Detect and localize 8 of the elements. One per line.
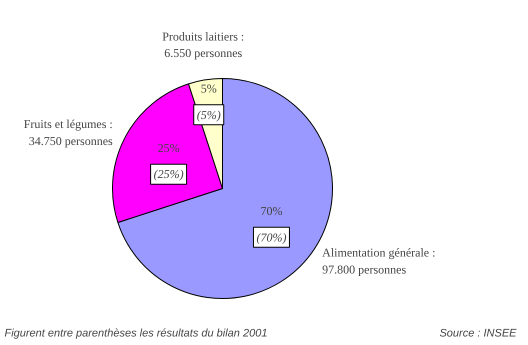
slice-label: Fruits et légumes : 34.750 personnes: [24, 117, 114, 148]
slice-label: Alimentation générale : 97.800 personnes: [322, 246, 436, 276]
data-label: 25% (25%): [154, 140, 184, 182]
data-label: 70% (70%): [256, 204, 286, 244]
source-note: Source : INSEE: [439, 328, 518, 340]
slice-label: Produits laitiers : 6.550 personnes: [162, 29, 244, 60]
data-label: 5% (5%): [196, 81, 221, 122]
text: Figurent entre parenthèses les résultats du bilan 2001: [4, 328, 268, 340]
